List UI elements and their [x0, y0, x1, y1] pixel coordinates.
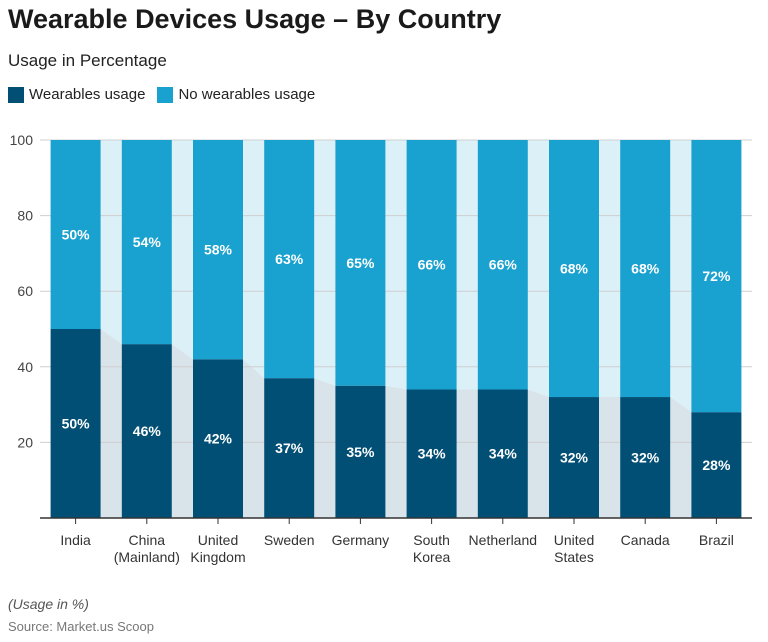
x-tick-label: United — [198, 532, 238, 548]
data-label-wearables: 32% — [631, 450, 660, 466]
connector-no-wearables — [385, 140, 407, 390]
data-label-no-wearables: 68% — [560, 261, 589, 277]
x-tick-label: (Mainland) — [114, 549, 180, 565]
data-label-no-wearables: 65% — [346, 255, 375, 271]
bar-no-wearables — [50, 140, 101, 329]
y-tick-label: 60 — [17, 283, 33, 299]
data-label-no-wearables: 68% — [631, 261, 660, 277]
data-label-no-wearables: 66% — [489, 257, 518, 273]
bar-wearables — [477, 389, 528, 518]
connector-no-wearables — [243, 140, 265, 379]
bar-wearables — [335, 385, 386, 518]
connector-wearables — [171, 344, 193, 518]
data-label-wearables: 35% — [346, 444, 375, 460]
x-tick-label: South — [413, 532, 450, 548]
x-tick-label: Netherland — [469, 532, 538, 548]
connector-wearables — [385, 385, 407, 518]
legend-label: No wearables usage — [178, 86, 316, 103]
legend-item-no-wearables[interactable]: No wearables usage — [157, 86, 315, 103]
bar-wearables — [121, 344, 172, 518]
bar-no-wearables — [620, 140, 671, 398]
bar-wearables — [549, 397, 599, 518]
x-tick-label: Brazil — [699, 532, 734, 548]
data-label-wearables: 50% — [62, 416, 91, 432]
x-tick-label: India — [60, 532, 91, 548]
legend: Wearables usage No wearables usage — [8, 86, 315, 103]
legend-label: Wearables usage — [29, 86, 146, 103]
data-label-no-wearables: 58% — [204, 242, 233, 258]
data-label-wearables: 34% — [418, 446, 447, 462]
data-label-wearables: 46% — [133, 423, 162, 439]
legend-item-wearables[interactable]: Wearables usage — [8, 86, 145, 103]
x-tick-label: Germany — [332, 532, 390, 548]
connector-no-wearables — [527, 140, 549, 398]
y-tick-label: 20 — [17, 434, 33, 450]
connector-wearables — [100, 329, 122, 518]
data-label-no-wearables: 63% — [275, 251, 304, 267]
connector-wearables — [599, 397, 621, 518]
legend-swatch — [157, 86, 174, 103]
x-tick-label: Kingdom — [190, 549, 245, 565]
connector-no-wearables — [670, 140, 692, 413]
bar-wearables — [620, 397, 671, 518]
bar-no-wearables — [193, 140, 243, 360]
x-tick-label: United — [554, 532, 594, 548]
data-label-wearables: 32% — [560, 450, 589, 466]
bar-wearables — [691, 412, 742, 518]
data-label-wearables: 34% — [489, 446, 518, 462]
y-tick-label: 100 — [10, 132, 34, 148]
connector-no-wearables — [456, 140, 478, 390]
bar-no-wearables — [121, 140, 172, 345]
data-label-no-wearables: 72% — [702, 268, 731, 284]
bar-no-wearables — [406, 140, 457, 390]
x-tick-label: States — [554, 549, 594, 565]
y-tick-label: 40 — [17, 359, 33, 375]
connector-wearables — [314, 378, 336, 518]
legend-swatch — [8, 86, 24, 103]
connector-wearables — [527, 389, 549, 518]
bar-no-wearables — [477, 140, 528, 390]
connector-no-wearables — [100, 140, 122, 345]
connector-no-wearables — [314, 140, 336, 386]
connector-no-wearables — [171, 140, 193, 360]
connector-no-wearables — [599, 140, 621, 398]
x-tick-label: China — [129, 532, 166, 548]
bar-no-wearables — [549, 140, 599, 398]
bar-no-wearables — [691, 140, 742, 413]
data-label-no-wearables: 54% — [133, 234, 162, 250]
bar-wearables — [50, 329, 101, 518]
bar-wearables — [406, 389, 457, 518]
bar-no-wearables — [264, 140, 315, 379]
connector-wearables — [456, 389, 478, 518]
x-tick-label: Korea — [413, 549, 451, 565]
data-label-wearables: 42% — [204, 431, 233, 447]
chart-source: Source: Market.us Scoop — [8, 619, 154, 634]
connector-wearables — [243, 359, 265, 518]
connector-wearables — [670, 397, 692, 518]
data-label-wearables: 28% — [702, 457, 731, 473]
chart-note: (Usage in %) — [8, 596, 89, 612]
bar-wearables — [264, 378, 315, 518]
data-label-no-wearables: 66% — [418, 257, 447, 273]
bar-no-wearables — [335, 140, 386, 386]
chart-title: Wearable Devices Usage – By Country — [8, 4, 502, 34]
bar-wearables — [193, 359, 243, 518]
chart-subtitle: Usage in Percentage — [8, 51, 167, 70]
x-tick-label: Sweden — [264, 532, 315, 548]
y-tick-label: 80 — [17, 208, 33, 224]
x-tick-label: Canada — [621, 532, 670, 548]
data-label-no-wearables: 50% — [62, 227, 91, 243]
data-label-wearables: 37% — [275, 440, 304, 456]
